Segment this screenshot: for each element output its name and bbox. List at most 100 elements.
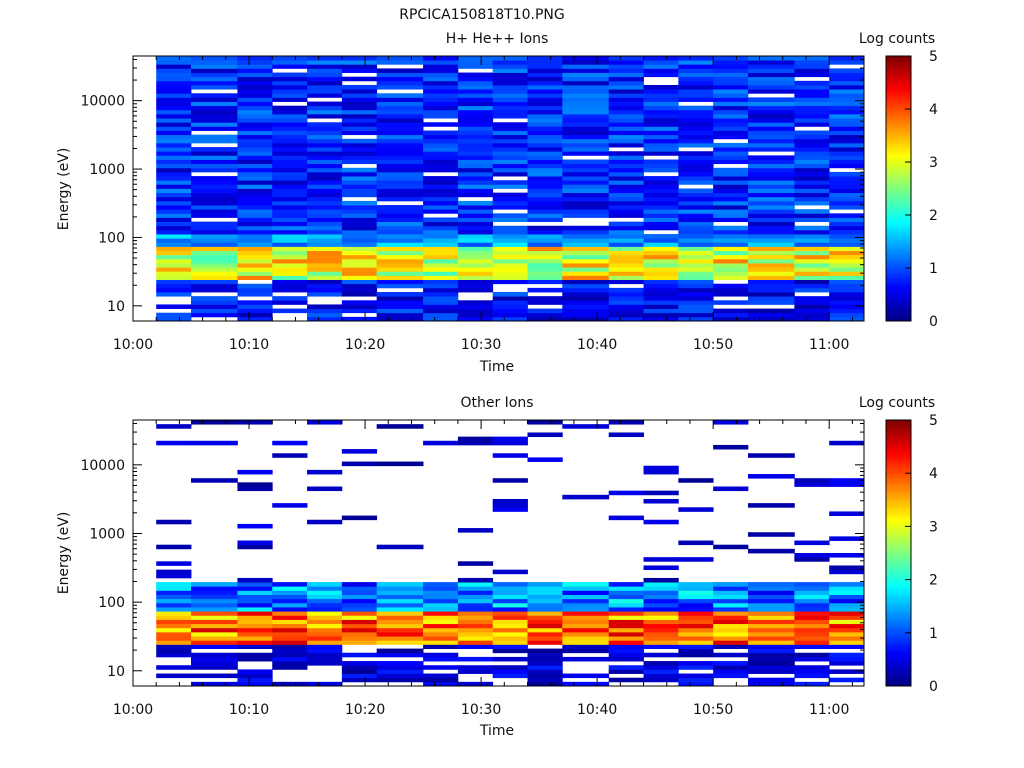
heatmap-cell [678, 636, 714, 641]
heatmap-cell [713, 623, 749, 629]
heatmap-cell [307, 151, 343, 156]
heatmap-cell [794, 118, 830, 123]
heatmap-cell [272, 76, 308, 82]
heatmap-cell [237, 188, 273, 194]
heatmap-cell [562, 76, 610, 82]
x-tick-label: 10:40 [577, 337, 617, 353]
heatmap-cell [829, 287, 865, 293]
heatmap-cell [237, 209, 273, 214]
heatmap-cell [747, 548, 795, 554]
colorbar-swatch [886, 505, 911, 509]
heatmap-cell [713, 308, 749, 314]
colorbar-swatch [886, 175, 911, 179]
heatmap-cell [608, 80, 644, 86]
heatmap-cell [376, 196, 424, 202]
heatmap-cell [713, 652, 749, 658]
colorbar-swatch [886, 199, 911, 203]
heatmap-cell [713, 93, 749, 98]
heatmap-cell [608, 254, 644, 260]
heatmap-cell [492, 147, 528, 152]
heatmap-cell [272, 188, 308, 194]
heatmap-cell [272, 607, 308, 612]
heatmap-cell [156, 611, 192, 616]
heatmap-cell [527, 263, 563, 268]
heatmap-cell [423, 84, 459, 90]
heatmap-cell [237, 308, 273, 314]
heatmap-cell [747, 200, 795, 206]
heatmap-cell [457, 60, 494, 65]
heatmap-cell [376, 615, 424, 620]
heatmap-cell [608, 287, 644, 293]
heatmap-cell [713, 631, 749, 637]
heatmap-cell [678, 279, 714, 285]
heatmap-cell [156, 60, 192, 65]
heatmap-cell [307, 188, 343, 194]
heatmap-cell [829, 113, 865, 119]
heatmap-cell [678, 665, 714, 670]
heatmap-cell [562, 316, 610, 322]
heatmap-cell [747, 72, 795, 78]
heatmap-cell [191, 271, 238, 276]
heatmap-cell [794, 242, 830, 247]
colorbar-swatch [886, 143, 911, 147]
heatmap-cell [562, 68, 610, 73]
heatmap-cell [562, 267, 610, 272]
heatmap-cell [156, 196, 192, 202]
heatmap-cell [457, 283, 494, 289]
heatmap-cell [423, 267, 459, 272]
heatmap-cell [307, 304, 343, 309]
heatmap-cell [829, 598, 865, 604]
heatmap-cell [492, 586, 528, 591]
heatmap-cell [272, 611, 308, 616]
heatmap-cell [272, 80, 308, 86]
heatmap-cell [713, 420, 749, 425]
heatmap-cell [713, 200, 749, 206]
heatmap-cell [492, 582, 528, 587]
heatmap-cell [237, 258, 273, 264]
heatmap-cell [527, 590, 563, 595]
heatmap-cell [643, 636, 679, 641]
heatmap-cell [307, 627, 343, 633]
colorbar-swatch [886, 273, 911, 277]
heatmap-cell [643, 469, 679, 475]
heatmap-cell [608, 64, 644, 69]
heatmap-cell [608, 263, 644, 268]
heatmap-cell [562, 590, 610, 595]
heatmap-cell [794, 582, 830, 587]
colorbar-swatch [886, 441, 911, 445]
heatmap-cell [307, 217, 343, 223]
heatmap-cell [307, 271, 343, 276]
y-tick-label: 10000 [80, 94, 125, 110]
heatmap-cell [272, 142, 308, 148]
heatmap-cell [307, 644, 343, 649]
heatmap-cell [608, 611, 644, 616]
heatmap-cell [457, 656, 494, 662]
heatmap-cell [713, 229, 749, 235]
heatmap-cell [747, 234, 795, 239]
heatmap-cell [794, 89, 830, 94]
heatmap-cell [237, 316, 273, 322]
heatmap-cell [608, 122, 644, 127]
heatmap-cell [191, 308, 238, 314]
heatmap-cell [237, 300, 273, 305]
heatmap-cell [643, 607, 679, 612]
heatmap-cell [747, 109, 795, 115]
heatmap-cell [457, 586, 494, 591]
heatmap-cell [341, 122, 378, 127]
heatmap-cell [272, 159, 308, 165]
heatmap-cell [829, 229, 865, 235]
x-tick-label: 11:00 [809, 337, 849, 353]
heatmap-cell [829, 250, 865, 256]
heatmap-cell [307, 648, 343, 654]
heatmap-cell [794, 196, 830, 202]
heatmap-cell [272, 267, 308, 272]
heatmap-cell [191, 188, 238, 194]
heatmap-cell [527, 652, 563, 658]
heatmap-cell [376, 250, 424, 256]
heatmap-cell [457, 254, 494, 260]
colorbar-swatch [886, 127, 911, 131]
heatmap-cell [237, 134, 273, 140]
heatmap-cell [747, 142, 795, 148]
colorbar-swatch [886, 478, 911, 482]
heatmap-cell [423, 665, 459, 670]
